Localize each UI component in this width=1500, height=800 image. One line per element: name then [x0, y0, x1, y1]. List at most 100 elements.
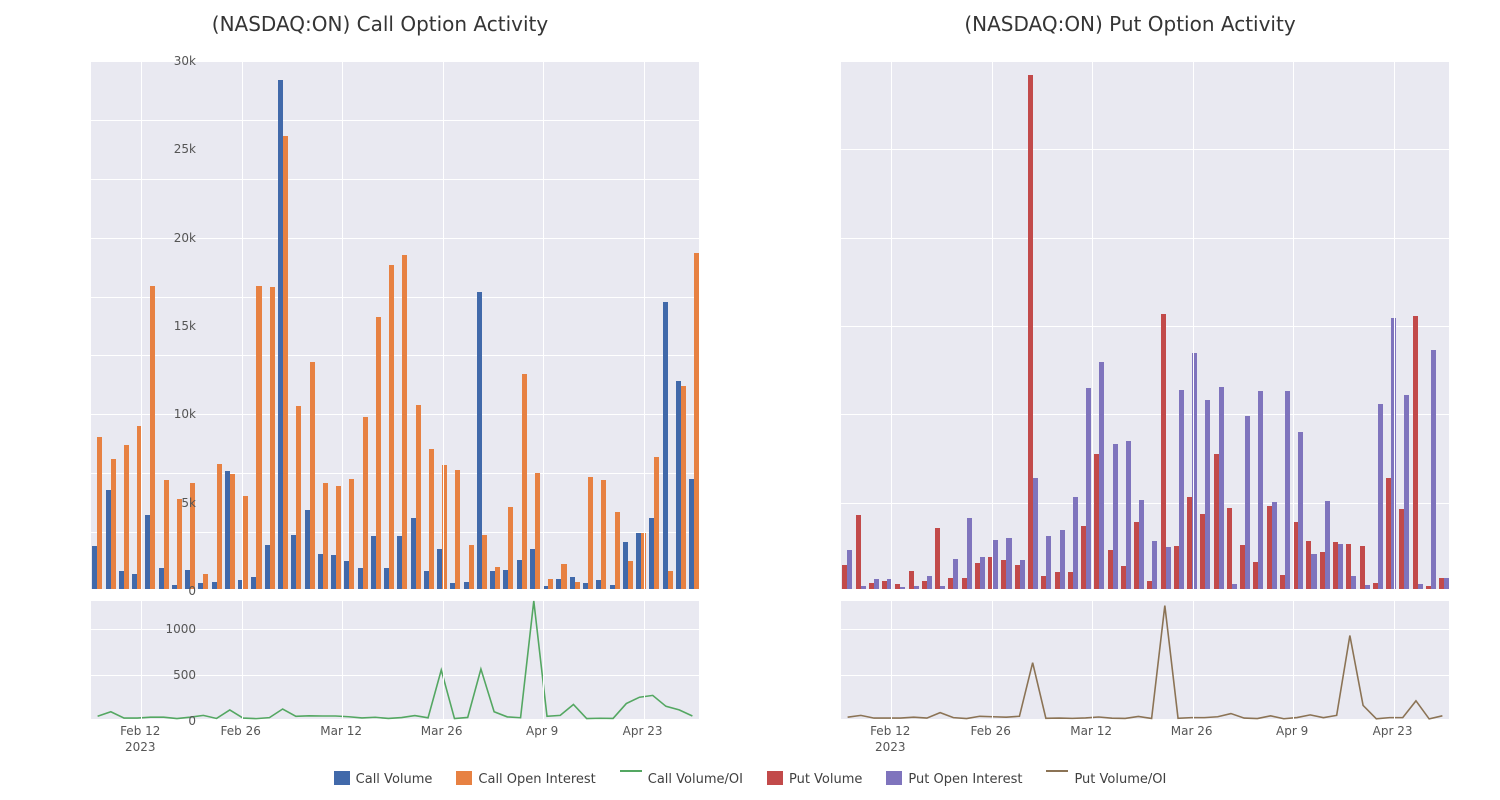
- bar-open-interest: [1365, 585, 1370, 589]
- xtick-label: Apr 9: [512, 724, 572, 738]
- bar-open-interest: [601, 480, 606, 589]
- bar-open-interest: [217, 464, 222, 589]
- bar-open-interest: [1099, 362, 1104, 589]
- bar-open-interest: [522, 374, 527, 589]
- bar-open-interest: [628, 561, 633, 589]
- bar-open-interest: [1272, 502, 1277, 589]
- legend-label: Call Open Interest: [478, 772, 595, 787]
- bar-open-interest: [495, 567, 500, 589]
- bar-open-interest: [1152, 541, 1157, 589]
- xtick-label: Apr 9: [1262, 724, 1322, 738]
- legend-label: Put Volume: [789, 772, 862, 787]
- figure-root: (NASDAQ:ON) Call Option Activity 02k4k6k…: [0, 0, 1500, 800]
- bar-volume: [1227, 508, 1232, 589]
- legend-item: Call Open Interest: [456, 771, 595, 787]
- bar-open-interest: [588, 477, 593, 589]
- legend-label: Call Volume: [356, 772, 433, 787]
- bar-open-interest: [861, 586, 866, 589]
- legend-item: Put Volume: [767, 771, 862, 787]
- bar-open-interest: [429, 449, 434, 589]
- bar-open-interest: [1258, 391, 1263, 589]
- bar-open-interest: [1046, 536, 1051, 589]
- bar-open-interest: [1073, 497, 1078, 589]
- bar-open-interest: [668, 571, 673, 589]
- legend: Call Volume Call Open Interest Call Volume…: [0, 770, 1500, 787]
- bar-open-interest: [1378, 404, 1383, 589]
- bar-open-interest: [203, 574, 208, 589]
- legend-item: Call Volume/OI: [620, 770, 743, 787]
- bar-open-interest: [1338, 544, 1343, 589]
- bar-open-interest: [1219, 387, 1224, 589]
- call-title: (NASDAQ:ON) Call Option Activity: [60, 12, 700, 36]
- bar-open-interest: [1245, 416, 1250, 589]
- bar-volume: [856, 515, 861, 589]
- bar-open-interest: [1033, 478, 1038, 589]
- bar-open-interest: [508, 507, 513, 589]
- ytick-label: 20k: [136, 231, 196, 245]
- xtick-label: Apr 23: [1363, 724, 1423, 738]
- ratio-line: [98, 601, 693, 719]
- legend-label: Put Open Interest: [908, 772, 1022, 787]
- bar-open-interest: [1086, 388, 1091, 589]
- legend-swatch: [886, 771, 902, 785]
- ytick-label: 5k: [136, 496, 196, 510]
- bar-open-interest: [927, 576, 932, 589]
- bar-open-interest: [1113, 444, 1118, 589]
- bar-volume: [1360, 546, 1365, 589]
- legend-swatch: [620, 770, 642, 782]
- bar-open-interest: [1126, 441, 1131, 589]
- bar-open-interest: [1325, 501, 1330, 589]
- legend-item: Call Volume: [334, 771, 433, 787]
- ytick-label: 500: [136, 668, 196, 682]
- bar-open-interest: [363, 417, 368, 589]
- ytick-label: 30k: [136, 54, 196, 68]
- legend-label: Put Volume/OI: [1074, 772, 1166, 787]
- legend-swatch: [1046, 770, 1068, 782]
- xtick-label: Mar 12: [1061, 724, 1121, 738]
- ytick-label: 25k: [136, 142, 196, 156]
- legend-label: Call Volume/OI: [648, 772, 743, 787]
- ytick-label: 10k: [136, 407, 196, 421]
- put-ratio-plot: [840, 600, 1450, 720]
- xtick-label: Apr 23: [613, 724, 673, 738]
- bar-open-interest: [575, 582, 580, 589]
- xtick-label: Mar 12: [311, 724, 371, 738]
- bar-open-interest: [654, 457, 659, 590]
- bar-open-interest: [1431, 350, 1436, 589]
- bar-open-interest: [1298, 432, 1303, 589]
- bar-open-interest: [1311, 554, 1316, 589]
- bar-open-interest: [296, 406, 301, 589]
- bar-open-interest: [349, 479, 354, 589]
- bar-open-interest: [1418, 584, 1423, 589]
- bar-open-interest: [455, 470, 460, 589]
- bar-open-interest: [416, 405, 421, 589]
- bar-open-interest: [953, 559, 958, 590]
- bar-open-interest: [124, 445, 129, 589]
- bar-open-interest: [283, 136, 288, 589]
- bar-open-interest: [1404, 395, 1409, 589]
- bar-open-interest: [874, 579, 879, 589]
- bar-open-interest: [1166, 547, 1171, 589]
- bar-open-interest: [1205, 400, 1210, 590]
- bar-open-interest: [469, 545, 474, 589]
- bar-open-interest: [847, 550, 852, 589]
- bar-open-interest: [256, 286, 261, 589]
- ratio-line: [848, 606, 1443, 719]
- bar-open-interest: [940, 586, 945, 589]
- bar-open-interest: [336, 486, 341, 589]
- bar-open-interest: [310, 362, 315, 589]
- put-bar-plot: [840, 60, 1450, 590]
- xtick-label: Mar 26: [1162, 724, 1222, 738]
- bar-open-interest: [1285, 391, 1290, 589]
- bar-open-interest: [230, 474, 235, 589]
- legend-swatch: [334, 771, 350, 785]
- bar-open-interest: [482, 535, 487, 589]
- bar-open-interest: [1020, 560, 1025, 589]
- bar-open-interest: [1351, 576, 1356, 589]
- ytick-label: 0: [136, 584, 196, 598]
- bar-open-interest: [376, 317, 381, 589]
- bar-open-interest: [967, 518, 972, 589]
- bar-open-interest: [548, 579, 553, 589]
- bar-open-interest: [111, 459, 116, 589]
- xtick-label: Mar 26: [412, 724, 472, 738]
